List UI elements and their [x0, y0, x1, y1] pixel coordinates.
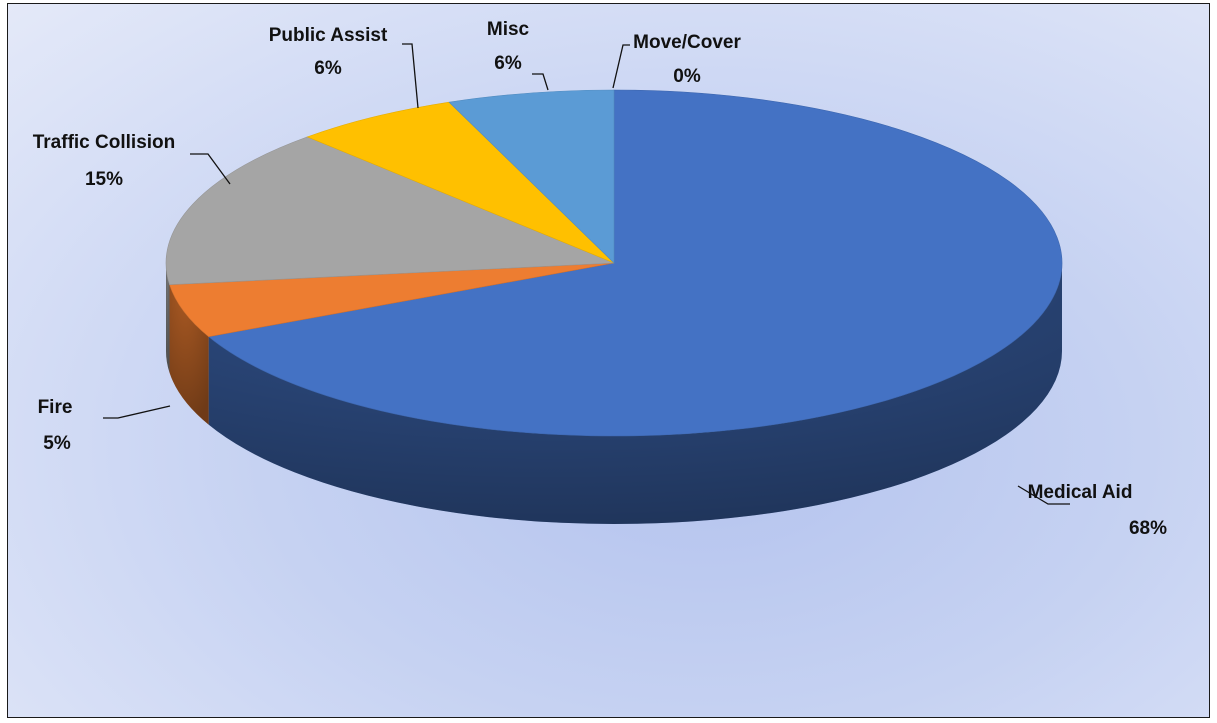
data-label-misc: Misc — [487, 19, 530, 40]
data-label-fire: Fire — [38, 397, 73, 418]
leader-line-fire — [103, 405, 171, 419]
data-labels: Medical Aid 68% Fire 5% Traffic Collision 15%… — [33, 19, 1167, 539]
data-label-public-assist-percent: 6% — [314, 58, 342, 79]
data-label-move-cover-percent: 0% — [673, 66, 701, 87]
leader-lines — [103, 43, 1070, 505]
pie-side-shade-fire — [169, 284, 209, 425]
leader-line-traffic-collision — [190, 153, 231, 185]
pie-chart: Medical Aid 68% Fire 5% Traffic Collision 15%… — [33, 19, 1167, 539]
data-label-traffic-collision-percent: 15% — [85, 169, 123, 190]
leader-line-public-assist — [402, 43, 419, 109]
pie-sides — [166, 263, 1063, 524]
pie-side-shade-medical-aid — [208, 263, 1063, 524]
pie-side-shade-traffic-collision — [166, 263, 170, 373]
pie-slice-traffic-collision — [165, 136, 615, 285]
pie-top — [165, 89, 1063, 437]
chart-area: Medical Aid 68% Fire 5% Traffic Collision 15%… — [7, 3, 1210, 718]
leader-line-misc — [532, 73, 549, 91]
pie-slice-medical-aid — [207, 89, 1063, 437]
data-label-traffic-collision: Traffic Collision — [33, 132, 176, 153]
leader-line-move-cover — [612, 44, 630, 89]
data-label-move-cover: Move/Cover — [633, 32, 741, 53]
data-label-medical-aid-percent: 68% — [1129, 518, 1167, 539]
pie-slice-misc — [448, 89, 615, 264]
pie-slice-public-assist — [306, 101, 615, 264]
data-label-public-assist: Public Assist — [269, 25, 388, 46]
leader-line-medical-aid — [1017, 485, 1070, 505]
data-label-medical-aid: Medical Aid — [1028, 482, 1133, 503]
data-label-misc-percent: 6% — [494, 53, 522, 74]
data-label-fire-percent: 5% — [43, 433, 71, 454]
